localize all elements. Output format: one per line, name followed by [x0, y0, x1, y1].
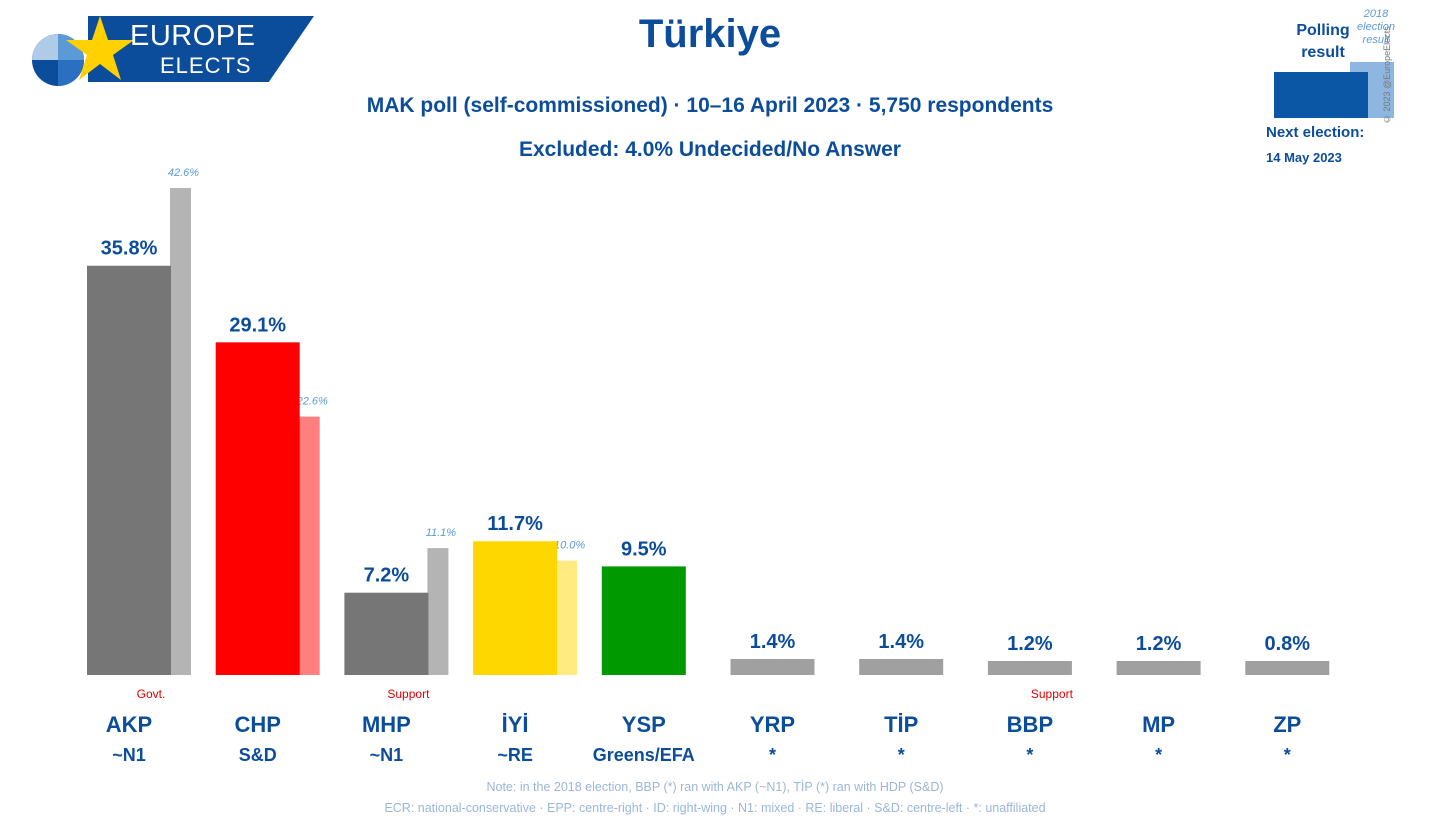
bar-poll-zp [1245, 661, 1330, 675]
legend-label-election: 2018 election result [1357, 8, 1395, 46]
bar-poll-mhp [344, 592, 429, 675]
bar-election-akp [170, 188, 191, 675]
party-group-mp: * [1155, 745, 1162, 765]
label-poll-i-yi-: 11.7% [487, 513, 543, 535]
legend-label-polling: Polling result [1296, 22, 1350, 61]
label-election-i-yi-: 10.0% [554, 540, 585, 552]
label-election-akp: 42.6% [168, 167, 199, 179]
europe-elects-logo: EUROPE ELECTS [28, 16, 318, 86]
poll-info: MAK poll (self-commissioned) · 10–16 Apr… [366, 94, 1054, 117]
logo-globe-star-icon [32, 16, 134, 86]
bar-poll-chp [215, 342, 300, 675]
logo-text-elects: ELECTS [160, 53, 252, 78]
bar-poll-akp [87, 265, 171, 675]
logo-text-europe: EUROPE [130, 20, 256, 52]
status-mhp: Support [387, 687, 430, 701]
next-election-label: Next election: [1266, 124, 1365, 141]
label-poll-mp: 1.2% [1136, 633, 1182, 655]
excluded-info: Excluded: 4.0% Undecided/No Answer [519, 138, 901, 161]
party-group-chp: S&D [239, 745, 277, 765]
label-poll-ysp: 9.5% [621, 538, 667, 560]
party-name-i-yi-: İYİ [502, 712, 529, 737]
party-name-mhp: MHP [362, 712, 411, 737]
party-group-yrp: * [769, 745, 776, 765]
label-poll-chp: 29.1% [229, 314, 286, 336]
party-name-yrp: YRP [750, 712, 795, 737]
status-bbp: Support [1031, 687, 1074, 701]
party-name-akp: AKP [106, 712, 152, 737]
party-group-ti-p: * [898, 745, 905, 765]
label-poll-bbp: 1.2% [1007, 633, 1053, 655]
status-akp: Govt. [137, 687, 166, 701]
bar-poll-ysp [601, 566, 686, 675]
party-name-ysp: YSP [622, 712, 666, 737]
label-election-chp: 22.6% [296, 396, 328, 408]
label-poll-yrp: 1.4% [750, 631, 796, 653]
bar-election-mhp [427, 548, 449, 675]
party-name-mp: MP [1142, 712, 1175, 737]
party-name-bbp: BBP [1007, 712, 1053, 737]
footnote-2018: Note: in the 2018 election, BBP (*) ran … [486, 780, 944, 794]
party-group-i-yi-: ~RE [497, 745, 533, 765]
party-name-chp: CHP [234, 712, 280, 737]
bar-poll-ti-p [859, 658, 944, 675]
bar-election-chp [298, 416, 320, 675]
label-poll-mhp: 7.2% [364, 565, 410, 587]
bar-election-i-yi- [556, 560, 578, 675]
legend-swatch-polling [1274, 72, 1368, 118]
party-name-zp: ZP [1273, 712, 1301, 737]
label-poll-zp: 0.8% [1265, 633, 1311, 655]
party-group-mhp: ~N1 [370, 745, 404, 765]
party-name-ti-p: TİP [884, 712, 918, 737]
label-election-mhp: 11.1% [426, 527, 457, 539]
bar-poll-bbp [987, 661, 1072, 675]
party-group-bbp: * [1026, 745, 1033, 765]
party-group-ysp: Greens/EFA [593, 745, 695, 765]
party-group-zp: * [1284, 745, 1291, 765]
label-poll-ti-p: 1.4% [878, 631, 924, 653]
bar-poll-i-yi- [473, 541, 558, 675]
chart-title: Türkiye [638, 12, 782, 56]
party-group-akp: ~N1 [112, 745, 146, 765]
footnote-groups: ECR: national-conservative · EPP: centre… [384, 801, 1046, 815]
next-election-date: 14 May 2023 [1266, 150, 1342, 165]
bar-poll-yrp [730, 658, 815, 675]
bar-poll-mp [1116, 661, 1201, 675]
legend: Polling result 2018 election result © 20… [1264, 6, 1430, 186]
label-poll-akp: 35.8% [101, 238, 158, 260]
